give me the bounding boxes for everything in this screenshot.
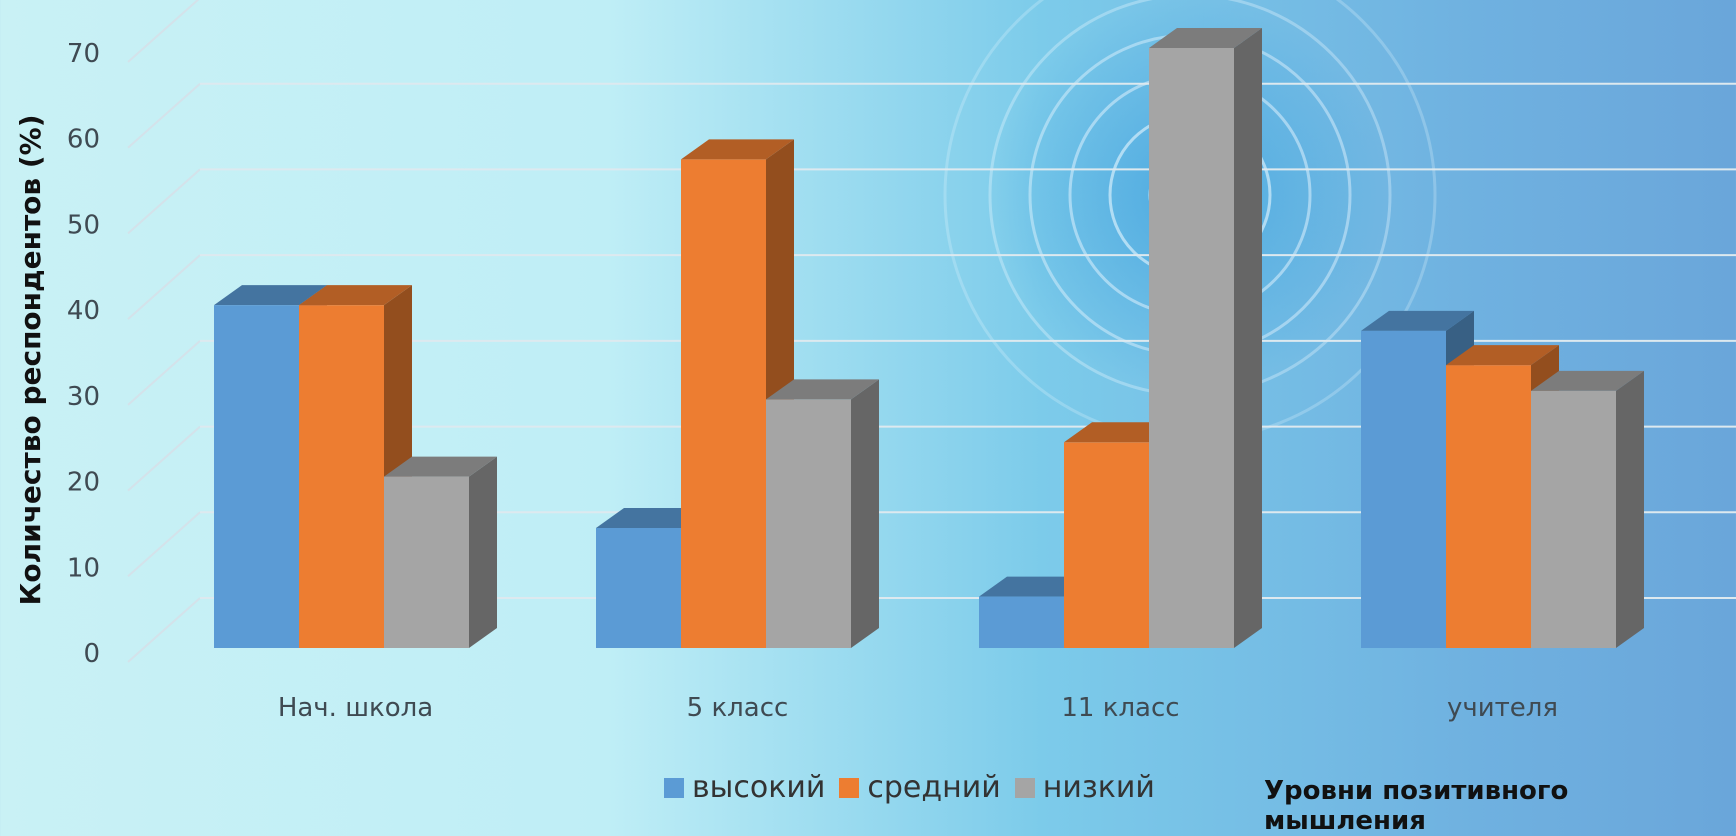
- bar-низкий-1: [766, 379, 879, 648]
- y-tick-label: 50: [67, 210, 100, 240]
- y-axis-ticks: 0 10 20 30 40 50 60 70: [67, 39, 100, 669]
- x-category-label: учителя: [1447, 693, 1558, 723]
- bar-низкий-2: [1149, 28, 1262, 648]
- y-tick-label: 70: [67, 39, 100, 69]
- bar-низкий-0: [384, 456, 497, 648]
- y-axis-label: Количество респондентов (%): [14, 114, 47, 605]
- gridline-side: [127, 82, 201, 149]
- bars: [214, 28, 1644, 648]
- legend-item: низкий: [1014, 770, 1155, 805]
- gridline-side: [127, 597, 201, 663]
- x-category-label: 11 класс: [1061, 693, 1179, 723]
- y-tick-label: 30: [67, 382, 100, 412]
- x-category-label: 5 класс: [687, 693, 789, 723]
- x-axis-title: Уровни позитивного мышления: [1264, 776, 1569, 836]
- x-category-label: Нач. школа: [278, 693, 433, 723]
- gridline-side: [127, 168, 201, 235]
- bar-низкий-3: [1531, 370, 1644, 648]
- legend-label: низкий: [1042, 770, 1155, 805]
- legend-swatch: [1014, 777, 1035, 798]
- y-tick-label: 0: [83, 639, 100, 669]
- gridline-side: [127, 511, 201, 578]
- gridline-side: [127, 425, 201, 492]
- y-tick-label: 20: [67, 468, 100, 498]
- legend-swatch: [839, 777, 860, 798]
- gridline-side: [127, 0, 200, 63]
- bar-средний-0: [299, 285, 412, 648]
- bar-chart: 0 10 20 30 40 50 60 70 Нач. школа 5 класс 11 клас…: [14, 0, 1736, 723]
- legend-label: высокий: [692, 770, 826, 805]
- legend-swatch: [664, 777, 684, 798]
- legend: высокий средний низкий: [664, 770, 1169, 805]
- legend-item: средний: [839, 770, 1001, 805]
- y-tick-label: 60: [67, 125, 100, 155]
- x-axis-categories: Нач. школа 5 класс 11 класс учителя: [278, 693, 1558, 723]
- y-tick-label: 10: [67, 553, 100, 583]
- gridline-side: [127, 254, 201, 320]
- legend-item: высокий: [664, 770, 825, 805]
- gridline-side: [127, 340, 201, 406]
- legend-label: средний: [867, 770, 1001, 805]
- y-tick-label: 40: [67, 296, 100, 326]
